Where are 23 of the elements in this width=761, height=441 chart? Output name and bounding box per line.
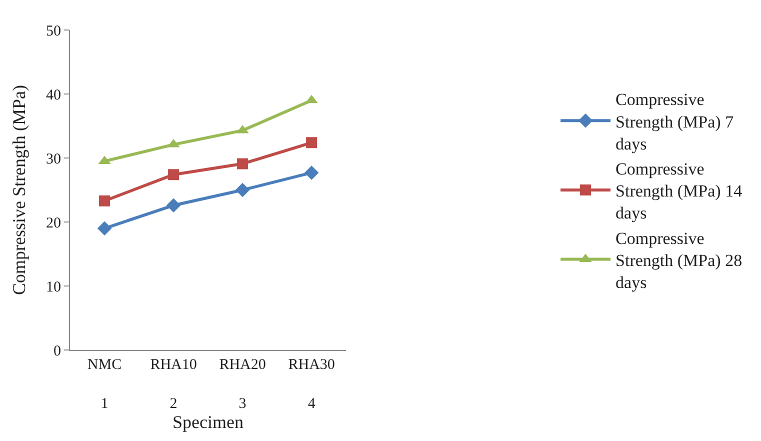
point xyxy=(168,169,180,180)
y-tick-label: 10 xyxy=(46,279,61,296)
point xyxy=(235,182,250,198)
y-tick-label: 20 xyxy=(46,215,61,232)
y-axis-title: Compressive Strength (MPa) xyxy=(9,85,30,295)
category-label: RHA10 2 xyxy=(150,357,197,412)
point xyxy=(166,198,181,213)
point xyxy=(304,166,319,180)
point xyxy=(306,137,318,148)
point xyxy=(97,221,112,236)
y-tick-label: 40 xyxy=(46,87,61,104)
y-tick-label: 50 xyxy=(46,23,61,40)
legend-label: Compressive Strength (MPa) 14 days xyxy=(616,159,743,223)
category-label: RHA20 3 xyxy=(219,357,266,412)
y-tick-label: 30 xyxy=(46,151,61,168)
legend-label: Compressive Strength (MPa) 7 days xyxy=(616,90,734,154)
point xyxy=(99,195,110,206)
point xyxy=(237,158,248,170)
x-axis-title: Specimen xyxy=(172,412,244,432)
y-tick-label: 0 xyxy=(54,343,61,360)
legend-label: Compressive Strength (MPa) 28 days xyxy=(616,228,742,292)
category-label: NMC 1 xyxy=(87,357,122,412)
category-label: RHA30 4 xyxy=(288,357,335,412)
